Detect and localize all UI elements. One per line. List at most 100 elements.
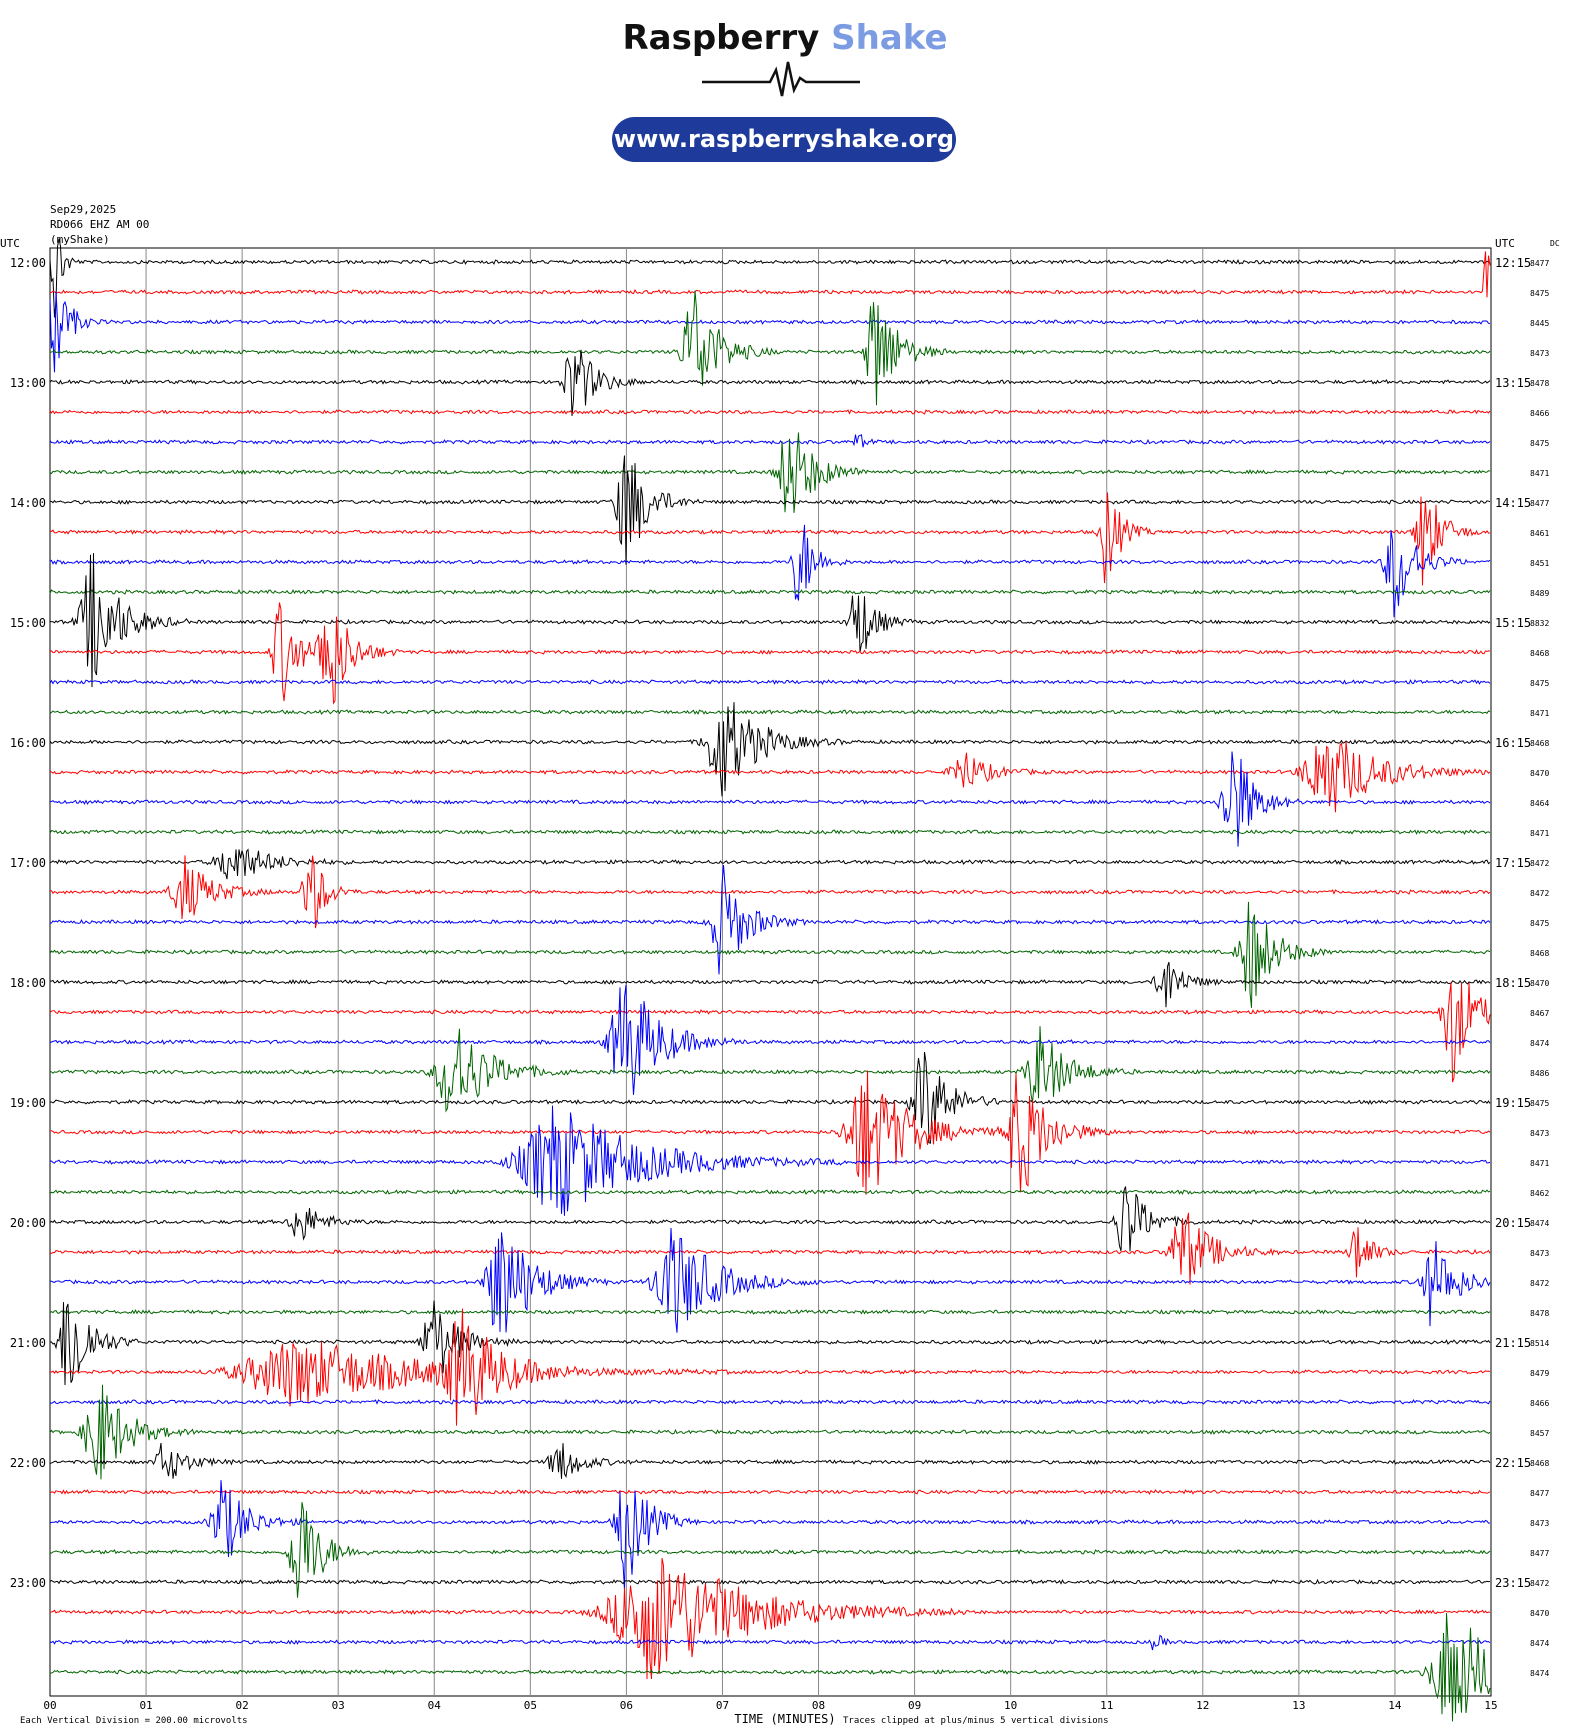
brand-name-dark: Raspberry (622, 18, 820, 58)
seismic-trace-line (49, 829, 1491, 835)
seismic-trace-line (49, 1480, 1490, 1591)
dc-offset-label: 8471 (1530, 709, 1549, 718)
station-source: (myShake) (50, 233, 110, 246)
helicorder-plot: 8477 8475 8445 8473 8478 8466 8475 8471 8477 8461… (0, 237, 1560, 1726)
left-hour-label: 20:00 (10, 1216, 46, 1230)
raspberry-shake-logo: Raspberry Shake www.raspberryshake.org (0, 0, 1570, 175)
x-tick-label: 02 (236, 1699, 249, 1712)
seismic-trace-line (49, 1026, 1491, 1113)
dc-offset-label: 8475 (1530, 289, 1549, 298)
left-hour-label: 13:00 (10, 376, 46, 390)
dc-offset-label: 8474 (1530, 1669, 1549, 1678)
dc-offset-label: 8472 (1530, 859, 1549, 868)
dc-offset-label: 8832 (1530, 619, 1549, 628)
dc-offset-label: 8467 (1530, 1009, 1549, 1018)
x-tick-label: 00 (43, 1699, 56, 1712)
seismograph-logo-icon (702, 61, 860, 97)
seismic-trace-line (49, 290, 1491, 373)
dc-offset-label: 8461 (1530, 529, 1549, 538)
clipping-note: Traces clipped at plus/minus 5 vertical … (843, 1716, 1109, 1726)
dc-offset-label: 8489 (1530, 589, 1549, 598)
seismic-trace-line (49, 1558, 1491, 1680)
seismic-trace-line (49, 709, 1491, 716)
dc-offset-label: 8457 (1530, 1429, 1549, 1438)
seismic-trace-line (49, 1186, 1491, 1252)
left-hour-label: 17:00 (10, 856, 46, 870)
seismic-trace-line (49, 251, 1491, 298)
x-tick-label: 01 (139, 1699, 152, 1712)
dc-offset-label: 8514 (1530, 1339, 1549, 1348)
seismic-trace-line (50, 1051, 1491, 1144)
seismic-trace-line (49, 1309, 1491, 1315)
right-hour-label: 18:15 (1495, 976, 1531, 990)
dc-offset-label: 8466 (1530, 409, 1549, 418)
record-date: Sep29,2025 (50, 203, 117, 216)
seismic-trace-line (49, 1634, 1491, 1651)
dc-offset-label: 8470 (1530, 769, 1549, 778)
x-tick-label: 08 (812, 1699, 825, 1712)
right-hour-label: 14:15 (1495, 496, 1531, 510)
dc-offset-label: 8470 (1530, 1609, 1549, 1618)
seismic-trace-line (50, 855, 1491, 929)
left-hour-label: 23:00 (10, 1576, 46, 1590)
dc-offset-label: 8464 (1530, 799, 1549, 808)
seismic-trace-line (49, 1578, 1491, 1585)
seismic-trace-line (49, 1442, 1491, 1479)
x-tick-label: 12 (1196, 1699, 1209, 1712)
left-utc-label: UTC (0, 237, 20, 250)
seismic-trace-line (49, 901, 1491, 1008)
dc-offset-label: 8473 (1530, 1519, 1549, 1528)
left-hour-label: 19:00 (10, 1096, 46, 1110)
seismic-trace-line (49, 679, 1491, 685)
seismic-trace-line (49, 1212, 1491, 1285)
dc-offset-label: 8470 (1530, 979, 1549, 988)
right-hour-label: 19:15 (1495, 1096, 1531, 1110)
dc-offset-label: 8445 (1530, 319, 1549, 328)
dc-offset-label: 8474 (1530, 1219, 1549, 1228)
x-tick-label: 04 (428, 1699, 442, 1712)
dc-offset-label: 8473 (1530, 1129, 1549, 1138)
website-url-link[interactable]: www.raspberryshake.org (612, 117, 956, 162)
seismic-trace-line (49, 434, 1491, 448)
seismic-trace-line (49, 492, 1491, 586)
x-tick-label: 06 (620, 1699, 633, 1712)
left-hour-label: 14:00 (10, 496, 46, 510)
seismic-trace-line (49, 432, 1491, 513)
dc-offset-label: 8475 (1530, 439, 1549, 448)
dc-offset-label: 8451 (1530, 559, 1549, 568)
seismic-trace-line (49, 290, 1491, 406)
seismic-trace-line (49, 1105, 1491, 1216)
left-hour-label: 21:00 (10, 1336, 46, 1350)
seismic-trace-line (49, 238, 1491, 318)
seismic-trace-line (49, 1489, 1491, 1495)
x-tick-label: 15 (1484, 1699, 1497, 1712)
dc-offset-label: 8479 (1530, 1369, 1549, 1378)
dc-offset-label: 8468 (1530, 949, 1549, 958)
dc-offset-label: 8472 (1530, 1279, 1549, 1288)
dc-offset-label: 8477 (1530, 259, 1549, 268)
vertical-division-note: Each Vertical Division = 200.00 microvol… (20, 1716, 248, 1726)
dc-offset-label: 8462 (1530, 1189, 1549, 1198)
right-hour-label: 20:15 (1495, 1216, 1531, 1230)
seismic-trace-line (49, 553, 1491, 688)
dc-offset-label: 8486 (1530, 1069, 1549, 1078)
seismic-trace-line (49, 349, 1491, 416)
seismic-trace-line (49, 751, 1491, 847)
seismic-trace-line (49, 1502, 1491, 1598)
plot-frame (49, 247, 1492, 1697)
right-hour-label: 22:15 (1495, 1456, 1531, 1470)
brand-name: Raspberry Shake (0, 18, 1570, 58)
seismic-trace-line (49, 1308, 1491, 1426)
right-hour-label: 21:15 (1495, 1336, 1531, 1350)
dc-offset-label: 8478 (1530, 379, 1549, 388)
right-hour-label: 15:15 (1495, 616, 1531, 630)
seismic-trace-line (49, 524, 1491, 618)
dc-offset-label: 8471 (1530, 469, 1549, 478)
seismic-trace-line (49, 1189, 1491, 1196)
right-hour-label: 23:15 (1495, 1576, 1531, 1590)
seismic-trace-line (49, 1227, 1491, 1333)
x-tick-label: 13 (1292, 1699, 1305, 1712)
left-hour-label: 16:00 (10, 736, 46, 750)
dc-offset-label: 8471 (1530, 1159, 1549, 1168)
dc-offset-label: 8475 (1530, 679, 1549, 688)
